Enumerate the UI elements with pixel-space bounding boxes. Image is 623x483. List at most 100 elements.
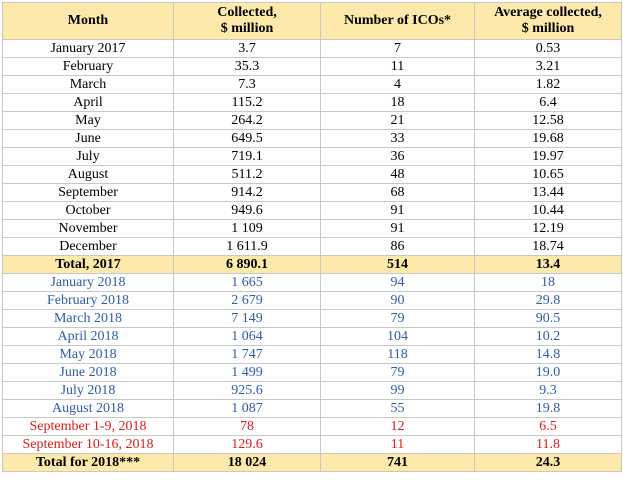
cell-icos: 18 [320, 93, 475, 112]
cell-average: 10.44 [474, 201, 622, 220]
cell-month: September [2, 183, 174, 202]
cell-average: 6.5 [474, 417, 622, 436]
header-collected-line1: Collected, [217, 5, 277, 20]
cell-icos: 741 [320, 453, 475, 472]
cell-collected: 1 611.9 [173, 237, 321, 256]
cell-average: 13.44 [474, 183, 622, 202]
cell-icos: 79 [320, 363, 475, 382]
cell-average: 11.8 [474, 435, 622, 454]
cell-month: March [2, 75, 174, 94]
cell-collected: 1 064 [173, 327, 321, 346]
cell-average: 12.19 [474, 219, 622, 238]
header-icos: Number of ICOs* [320, 2, 475, 40]
table-row: May 2018 1 747 118 14.8 [2, 345, 622, 364]
table-row: August 2018 1 087 55 19.8 [2, 399, 622, 418]
cell-average: 9.3 [474, 381, 622, 400]
cell-icos: 55 [320, 399, 475, 418]
cell-month: August 2018 [2, 399, 174, 418]
cell-collected: 914.2 [173, 183, 321, 202]
header-average: Average collected, $ million [474, 2, 622, 40]
cell-icos: 99 [320, 381, 475, 400]
ico-table-container: Month Collected, $ million Number of ICO… [2, 2, 622, 472]
cell-average: 19.0 [474, 363, 622, 382]
cell-month: November [2, 219, 174, 238]
cell-icos: 21 [320, 111, 475, 130]
table-row: March 2018 7 149 79 90.5 [2, 309, 622, 328]
cell-icos: 7 [320, 39, 475, 58]
cell-collected: 129.6 [173, 435, 321, 454]
header-average-line1: Average collected, [494, 5, 602, 20]
cell-icos: 68 [320, 183, 475, 202]
cell-month: Total, 2017 [2, 255, 174, 274]
cell-month: January 2018 [2, 273, 174, 292]
cell-month: July [2, 147, 174, 166]
cell-month: February [2, 57, 174, 76]
cell-collected: 949.6 [173, 201, 321, 220]
cell-month: April [2, 93, 174, 112]
cell-collected: 78 [173, 417, 321, 436]
table-row: July 719.1 36 19.97 [2, 147, 622, 166]
cell-average: 0.53 [474, 39, 622, 58]
cell-average: 19.68 [474, 129, 622, 148]
cell-month: May [2, 111, 174, 130]
cell-average: 24.3 [474, 453, 622, 472]
table-header: Month Collected, $ million Number of ICO… [2, 2, 622, 40]
header-month: Month [2, 2, 174, 40]
cell-month: May 2018 [2, 345, 174, 364]
cell-icos: 104 [320, 327, 475, 346]
cell-month: August [2, 165, 174, 184]
cell-icos: 12 [320, 417, 475, 436]
cell-collected: 925.6 [173, 381, 321, 400]
cell-collected: 1 499 [173, 363, 321, 382]
cell-collected: 35.3 [173, 57, 321, 76]
table-row: October 949.6 91 10.44 [2, 201, 622, 220]
table-row: August 511.2 48 10.65 [2, 165, 622, 184]
header-average-line2: $ million [521, 21, 575, 36]
cell-month: January 2017 [2, 39, 174, 58]
cell-icos: 79 [320, 309, 475, 328]
cell-collected: 1 747 [173, 345, 321, 364]
cell-collected: 3.7 [173, 39, 321, 58]
cell-collected: 1 087 [173, 399, 321, 418]
table-row: November 1 109 91 12.19 [2, 219, 622, 238]
cell-month: March 2018 [2, 309, 174, 328]
table-body: January 2017 3.7 7 0.53 February 35.3 11 3.21 Ma… [2, 39, 622, 472]
table-row: February 2018 2 679 90 29.8 [2, 291, 622, 310]
cell-collected: 719.1 [173, 147, 321, 166]
ico-statistics-table: Month Collected, $ million Number of ICO… [2, 2, 622, 472]
header-row: Month Collected, $ million Number of ICO… [2, 2, 622, 40]
header-collected-line2: $ million [220, 21, 274, 36]
cell-month: April 2018 [2, 327, 174, 346]
table-row: January 2017 3.7 7 0.53 [2, 39, 622, 58]
cell-icos: 90 [320, 291, 475, 310]
cell-collected: 649.5 [173, 129, 321, 148]
cell-average: 1.82 [474, 75, 622, 94]
cell-collected: 18 024 [173, 453, 321, 472]
cell-average: 19.8 [474, 399, 622, 418]
header-month-label: Month [67, 13, 109, 28]
table-row: September 914.2 68 13.44 [2, 183, 622, 202]
cell-average: 12.58 [474, 111, 622, 130]
cell-average: 18 [474, 273, 622, 292]
table-row: December 1 611.9 86 18.74 [2, 237, 622, 256]
cell-icos: 11 [320, 57, 475, 76]
cell-month: Total for 2018*** [2, 453, 174, 472]
cell-average: 10.65 [474, 165, 622, 184]
cell-average: 6.4 [474, 93, 622, 112]
cell-month: September 1-9, 2018 [2, 417, 174, 436]
header-icos-label: Number of ICOs* [343, 13, 452, 28]
cell-average: 90.5 [474, 309, 622, 328]
table-row: September 10-16, 2018 129.6 11 11.8 [2, 435, 622, 454]
table-row: July 2018 925.6 99 9.3 [2, 381, 622, 400]
cell-icos: 514 [320, 255, 475, 274]
cell-average: 19.97 [474, 147, 622, 166]
cell-month: July 2018 [2, 381, 174, 400]
cell-icos: 36 [320, 147, 475, 166]
cell-icos: 11 [320, 435, 475, 454]
cell-collected: 1 665 [173, 273, 321, 292]
cell-average: 29.8 [474, 291, 622, 310]
header-collected: Collected, $ million [173, 2, 321, 40]
cell-month: June [2, 129, 174, 148]
cell-icos: 33 [320, 129, 475, 148]
table-row: February 35.3 11 3.21 [2, 57, 622, 76]
